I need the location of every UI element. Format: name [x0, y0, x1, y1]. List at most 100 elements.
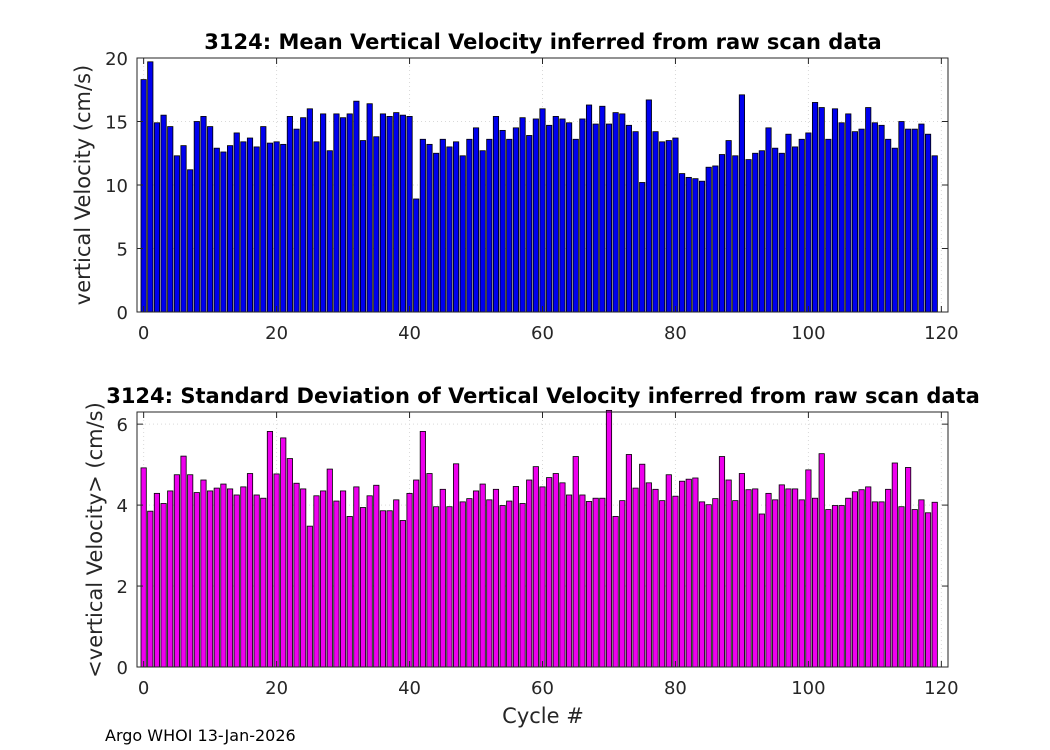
bar — [466, 138, 473, 313]
bar — [772, 499, 779, 668]
chart-title: 3124: Mean Vertical Velocity inferred fr… — [204, 30, 881, 54]
bar — [672, 495, 679, 668]
bar — [725, 479, 732, 668]
bar — [512, 486, 519, 668]
bar — [885, 488, 892, 668]
bar — [532, 118, 539, 313]
bar — [672, 137, 679, 313]
bar — [453, 141, 460, 313]
bar — [572, 138, 579, 313]
bar — [898, 121, 905, 313]
bar — [652, 131, 659, 313]
bar — [173, 474, 180, 668]
bar — [379, 510, 387, 668]
bar — [698, 180, 706, 313]
bar — [200, 116, 207, 313]
x-tick-label: 0 — [138, 323, 149, 344]
bar — [227, 488, 234, 668]
bar — [353, 486, 360, 668]
bar — [592, 497, 599, 668]
bar — [632, 487, 639, 668]
bar — [519, 503, 526, 668]
bar — [246, 473, 254, 668]
bar — [286, 458, 293, 668]
bar — [306, 525, 313, 668]
bar — [472, 127, 480, 313]
bar — [213, 487, 220, 668]
bar — [705, 504, 712, 668]
bar — [745, 159, 752, 313]
bar — [698, 501, 706, 668]
bar — [858, 128, 865, 313]
bar — [805, 132, 812, 313]
bar — [406, 116, 413, 313]
bar — [865, 486, 872, 668]
bar — [459, 501, 466, 668]
bar — [399, 520, 406, 668]
bar — [492, 488, 500, 668]
bar — [898, 506, 905, 668]
bar — [772, 147, 779, 313]
bar — [925, 512, 932, 668]
bar — [918, 123, 925, 313]
bar — [566, 494, 573, 668]
bar — [645, 482, 652, 668]
x-tick-label: 40 — [398, 678, 421, 699]
bar — [778, 152, 785, 313]
bar — [552, 116, 559, 313]
bar — [639, 182, 646, 313]
bar — [778, 484, 785, 668]
x-axis-label: Cycle # — [502, 704, 584, 728]
bar — [579, 494, 586, 668]
bar — [293, 128, 300, 313]
bar — [333, 113, 340, 313]
bar — [173, 155, 180, 313]
bar — [393, 499, 400, 668]
bar — [632, 131, 639, 313]
bar — [811, 497, 819, 668]
bar — [546, 477, 553, 668]
y-tick-label: 0 — [117, 303, 128, 324]
bar — [851, 131, 859, 313]
bar — [818, 453, 825, 668]
x-tick-label: 120 — [924, 323, 958, 344]
bar — [472, 490, 480, 668]
bar — [167, 490, 174, 668]
bar — [665, 140, 672, 313]
bar — [359, 507, 367, 668]
bar — [526, 135, 533, 313]
bar — [585, 501, 593, 668]
bar — [266, 142, 274, 313]
bar — [406, 492, 413, 668]
bar — [300, 488, 307, 668]
bar — [187, 474, 194, 668]
bar — [619, 500, 626, 668]
bar — [552, 473, 559, 668]
bar — [758, 513, 765, 668]
bar — [619, 113, 626, 313]
bar — [499, 129, 506, 313]
bar — [340, 490, 347, 668]
bar — [605, 409, 613, 668]
bar — [266, 431, 274, 668]
bar — [140, 467, 147, 668]
bar — [566, 122, 573, 313]
bar — [738, 94, 745, 313]
bar — [353, 100, 360, 313]
bar — [905, 128, 912, 313]
bar — [359, 140, 367, 313]
bar — [712, 165, 719, 313]
bar — [679, 480, 686, 668]
bar — [885, 138, 892, 313]
std-velocity-chart: 0 20 40 60 80 100 120 0 2 4 6 3124: Standard Devia… — [83, 384, 980, 728]
bar — [193, 492, 200, 668]
bar — [519, 117, 526, 313]
bar — [200, 479, 207, 668]
bar — [798, 499, 805, 668]
bar — [831, 505, 839, 668]
bar — [466, 498, 473, 668]
bar — [453, 463, 460, 668]
bar — [506, 500, 513, 668]
bar — [792, 146, 799, 313]
bar — [213, 147, 220, 313]
